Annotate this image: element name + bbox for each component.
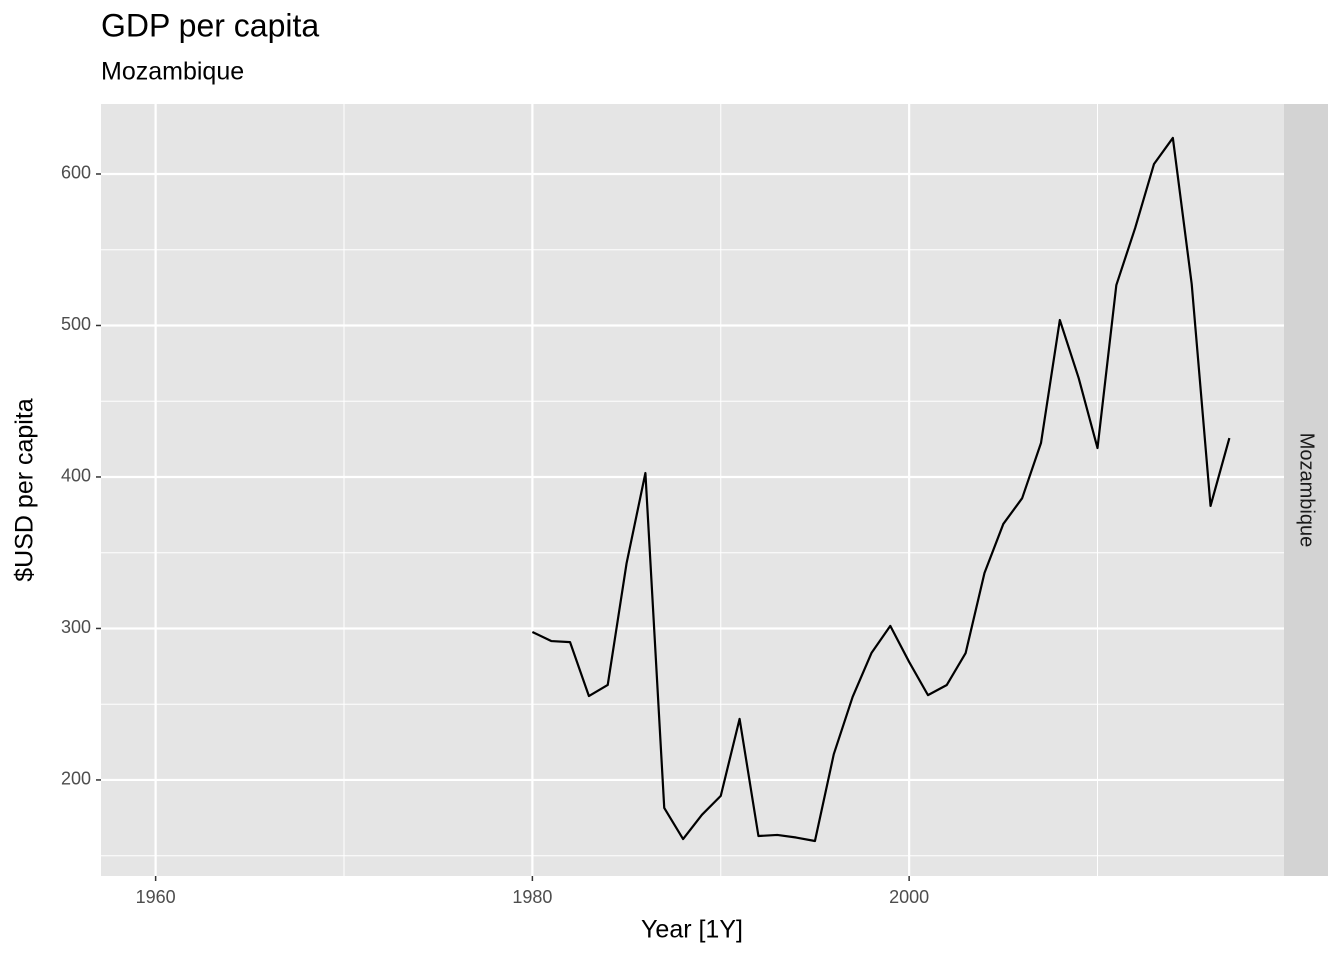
chart-title: GDP per capita <box>101 7 319 43</box>
y-tick-label: 400 <box>61 466 91 486</box>
x-tick-label: 2000 <box>889 887 929 907</box>
panel <box>101 104 1284 876</box>
chart-subtitle: Mozambique <box>101 58 244 86</box>
facet-label: Mozambique <box>1296 433 1318 548</box>
facet-strip <box>1284 104 1328 876</box>
x-tick-label: 1980 <box>512 887 552 907</box>
y-tick-label: 300 <box>61 617 91 637</box>
x-axis-label: Year [1Y] <box>641 916 743 944</box>
y-axis-label: $USD per capita <box>11 398 39 582</box>
y-tick-label: 500 <box>61 314 91 334</box>
x-tick-label: 1960 <box>136 887 176 907</box>
data-line <box>531 136 1231 843</box>
y-tick-label: 600 <box>61 163 91 183</box>
y-tick-label: 200 <box>61 769 91 789</box>
